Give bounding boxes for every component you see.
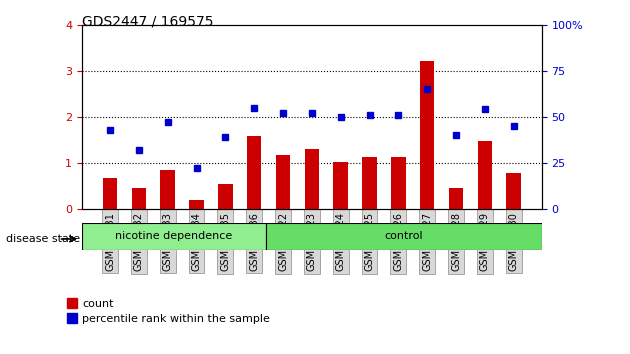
FancyBboxPatch shape — [82, 223, 266, 250]
Legend: count, percentile rank within the sample: count, percentile rank within the sample — [69, 299, 270, 324]
Bar — [132, 188, 146, 209]
Bar — [103, 178, 117, 209]
Bar — [478, 141, 492, 209]
Bar — [391, 157, 406, 209]
Bar — [276, 155, 290, 209]
Bar — [362, 157, 377, 209]
FancyBboxPatch shape — [266, 223, 542, 250]
Bar — [189, 200, 203, 209]
Bar — [507, 173, 521, 209]
Bar — [247, 136, 261, 209]
Bar — [305, 149, 319, 209]
Bar — [420, 61, 435, 209]
Text: GDS2447 / 169575: GDS2447 / 169575 — [82, 14, 214, 28]
Bar — [333, 162, 348, 209]
Text: disease state: disease state — [6, 234, 81, 244]
Bar — [218, 183, 232, 209]
Text: control: control — [384, 231, 423, 241]
Text: nicotine dependence: nicotine dependence — [115, 231, 232, 241]
Bar — [161, 170, 175, 209]
Bar — [449, 188, 463, 209]
